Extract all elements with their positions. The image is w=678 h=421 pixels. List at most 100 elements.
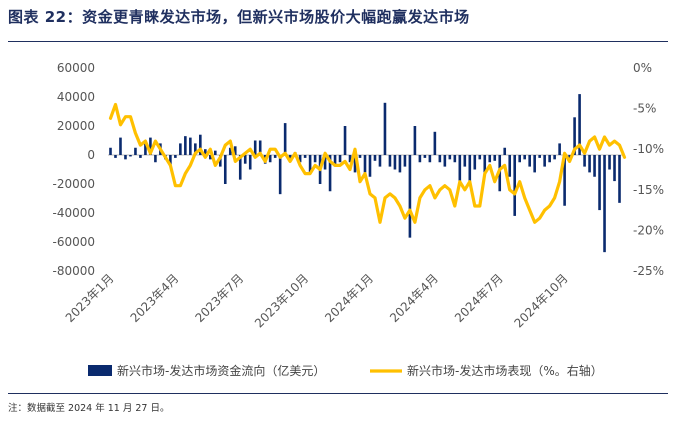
flow-bar — [204, 149, 207, 155]
flow-bar — [418, 155, 422, 163]
flow-bar — [228, 147, 232, 155]
x-tick-label: 2023年1月 — [63, 271, 117, 325]
flow-bar — [303, 155, 307, 158]
flow-bar — [328, 155, 332, 192]
flow-bar — [493, 155, 497, 161]
flow-bar — [323, 155, 327, 170]
flow-bar — [253, 140, 257, 155]
flow-bar — [189, 137, 192, 155]
flow-bar — [144, 140, 147, 155]
flow-bar — [288, 155, 292, 160]
flow-bar — [243, 155, 247, 164]
flow-bar — [343, 126, 347, 155]
flow-bar — [543, 155, 546, 167]
flow-bar — [433, 131, 437, 155]
flow-bar — [443, 155, 447, 167]
flow-bar — [383, 102, 387, 155]
flow-bar — [258, 140, 262, 155]
flow-bar — [218, 155, 222, 167]
flow-bar — [313, 155, 317, 163]
flow-bar — [448, 155, 452, 160]
flow-bar — [523, 155, 526, 160]
flow-bar — [473, 155, 477, 170]
flow-bar — [558, 143, 561, 155]
flow-bar — [508, 155, 512, 177]
x-tick-label: 2024年4月 — [387, 271, 441, 325]
flow-bar — [378, 155, 382, 167]
flow-bar — [388, 155, 392, 167]
flow-bar — [438, 155, 442, 163]
flow-bar — [478, 155, 482, 160]
flow-bar — [358, 155, 362, 158]
flow-bar — [488, 155, 492, 163]
flow-bar — [453, 155, 457, 163]
flow-bar — [593, 155, 596, 177]
flow-bar — [458, 155, 462, 182]
flow-bar — [563, 155, 566, 206]
flow-bar — [588, 155, 591, 173]
flow-bar — [598, 155, 601, 211]
flow-bar — [578, 94, 581, 155]
flow-bar — [413, 126, 417, 155]
flow-bar — [613, 155, 616, 182]
flow-bar — [338, 155, 342, 163]
x-tick-label: 2024年1月 — [322, 271, 376, 325]
left-tick-label: 0 — [87, 148, 95, 162]
flow-bar — [348, 155, 352, 163]
flow-bar — [308, 155, 312, 173]
right-tick-label: -10% — [633, 142, 664, 156]
flow-bar — [248, 155, 252, 170]
title-rule — [8, 41, 668, 42]
flow-bar — [573, 117, 576, 155]
flow-bar — [194, 143, 197, 155]
flow-bar — [273, 155, 277, 158]
flow-bar — [124, 155, 127, 160]
left-tick-label: 40000 — [57, 90, 95, 104]
flow-bar — [618, 155, 621, 203]
chart-title: 图表 22：资金更青睐发达市场，但新兴市场股价大幅跑赢发达市场 — [8, 8, 470, 26]
flow-bar — [298, 155, 302, 163]
x-tick-label: 2023年10月 — [252, 271, 311, 330]
x-tick-label: 2023年4月 — [128, 271, 182, 325]
flow-bar — [428, 155, 432, 163]
flow-bar — [368, 155, 372, 177]
x-tick-label: 2024年7月 — [452, 271, 506, 325]
flow-bar — [483, 155, 487, 173]
x-axis-ticks: 2023年1月 2023年4月 2023年7月 2023年10月 2024年1月 2024… — [63, 271, 571, 330]
flow-bar — [333, 155, 337, 167]
flow-bar — [134, 147, 137, 155]
left-tick-label: 20000 — [57, 119, 95, 133]
flow-bar — [233, 146, 237, 155]
x-tick-label: 2023年7月 — [192, 271, 246, 325]
flow-bar — [283, 123, 287, 155]
flow-bar — [268, 155, 272, 163]
flow-bar — [583, 155, 586, 167]
flow-bar — [423, 155, 427, 158]
flow-bar — [154, 155, 157, 163]
flow-bar — [238, 155, 242, 180]
flow-bar — [114, 155, 117, 158]
flow-bar — [109, 147, 112, 155]
flow-bar — [199, 134, 202, 155]
footnote: 注：数据截至 2024 年 11 月 27 日。 — [8, 403, 170, 414]
flow-bar — [129, 155, 132, 157]
flow-bar — [169, 155, 172, 167]
flow-bar — [223, 155, 227, 184]
flow-bar — [174, 155, 177, 158]
right-tick-label: 0% — [633, 61, 652, 75]
flow-bar — [149, 137, 152, 155]
flow-bar — [518, 155, 521, 163]
flow-bar — [139, 155, 142, 158]
bar-series — [109, 94, 621, 253]
flow-bar — [553, 155, 556, 160]
left-tick-label: -60000 — [52, 235, 95, 249]
flow-bar — [209, 155, 212, 160]
flow-bar — [353, 155, 357, 173]
right-tick-label: -20% — [633, 223, 664, 237]
flow-bar — [608, 155, 611, 170]
flow-bar — [603, 155, 606, 253]
legend-bar-label: 新兴市场-发达市场资金流向（亿美元） — [117, 363, 325, 378]
flow-bar — [403, 155, 407, 167]
flow-bar — [528, 155, 531, 167]
